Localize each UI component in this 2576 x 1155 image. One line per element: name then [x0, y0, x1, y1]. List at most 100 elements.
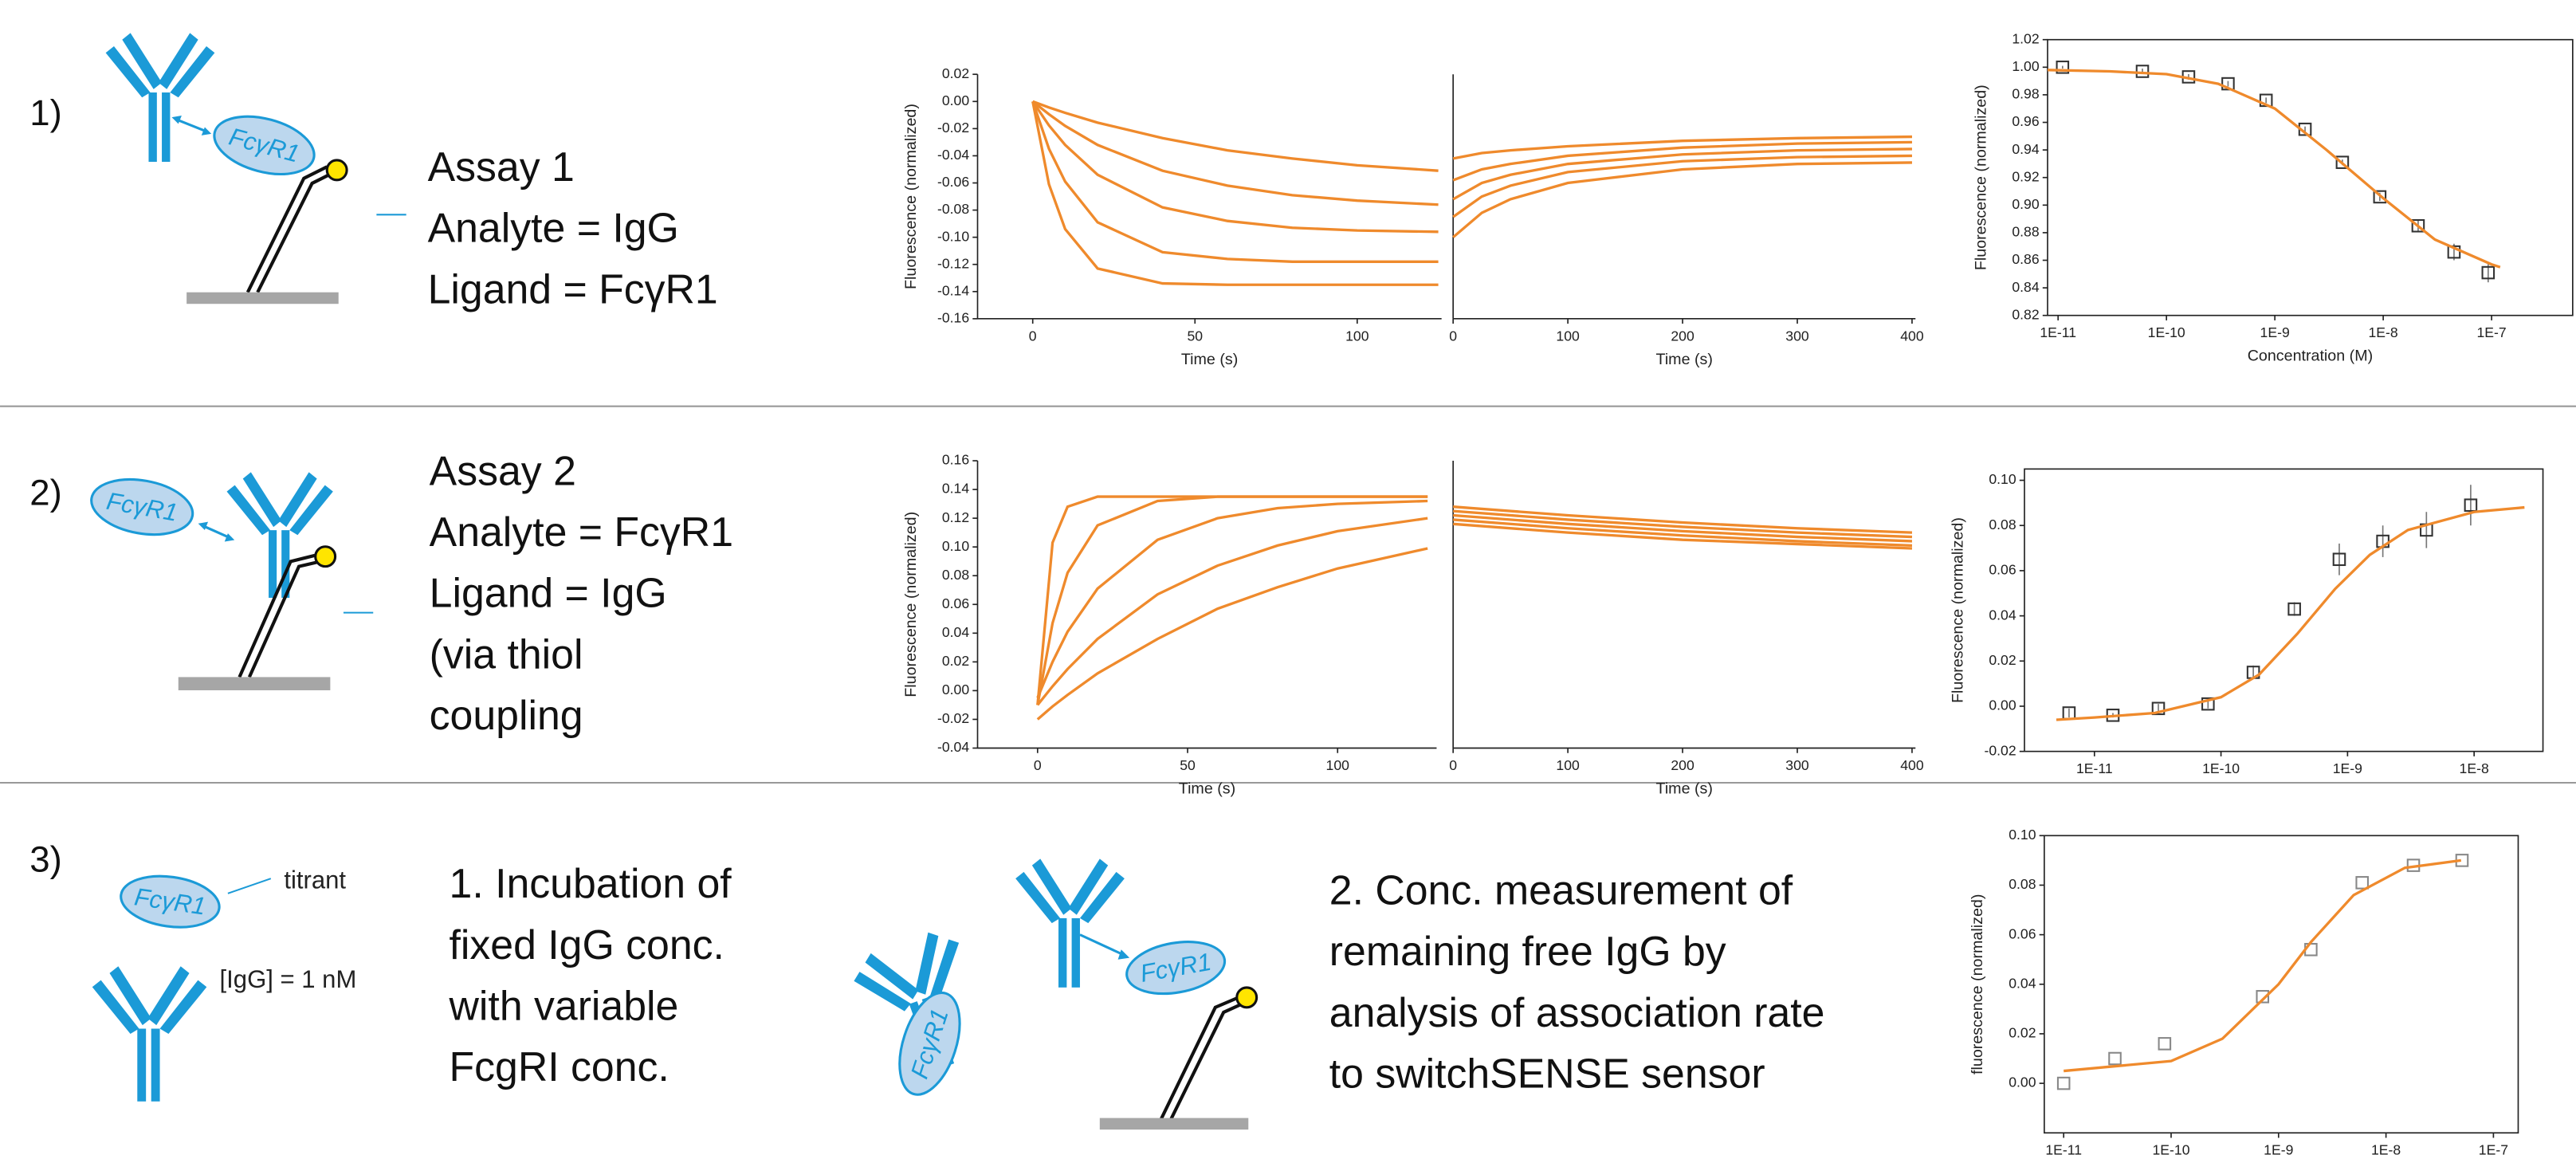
assay-text: Ligand = IgG [430, 570, 667, 616]
data-point [2108, 1051, 2122, 1066]
x-tick-label: 1E-8 [2369, 324, 2398, 340]
y-tick-label: 0.10 [2009, 827, 2036, 843]
x-tick-label: 1E-10 [2153, 1142, 2190, 1155]
fit-curve [1452, 140, 1912, 182]
fit-curve [1036, 517, 1428, 706]
sensor-surface [1099, 1118, 1249, 1130]
x-tick-label: 100 [1556, 328, 1580, 344]
arrow-head [224, 533, 235, 542]
y-tick-label: 1.00 [2012, 58, 2039, 74]
y-tick-label: 0.96 [2012, 113, 2039, 129]
step-text: to switchSENSE sensor [1329, 1050, 1765, 1096]
sensor-surface [187, 292, 339, 304]
row-number: 1) [29, 92, 62, 133]
dna-lever [1159, 996, 1239, 1121]
y-tick-label: 0.10 [942, 538, 969, 554]
fit-curve [1031, 100, 1439, 206]
x-tick-label: 1E-8 [2460, 760, 2489, 776]
x-tick-label: 300 [1785, 757, 1809, 773]
fit-curve [2056, 505, 2525, 721]
antibody-icon [226, 472, 333, 598]
assay-text: Assay 1 [428, 143, 575, 190]
fit-curve [1452, 135, 1912, 160]
y-tick-label: 0.86 [2012, 251, 2039, 267]
y-tick-label: -0.08 [937, 201, 969, 217]
y-tick-label: 0.02 [942, 653, 969, 669]
x-tick-label: 1E-11 [2045, 1142, 2082, 1155]
x-tick-label: 400 [1900, 757, 1924, 773]
data-point [2411, 218, 2425, 233]
binding-arrow [1079, 933, 1124, 956]
x-tick-label: 300 [1785, 328, 1809, 344]
y-tick-label: 0.06 [942, 595, 969, 611]
x-tick-label: 200 [1671, 328, 1694, 344]
receptor-ellipse [1125, 941, 1227, 996]
step-text: analysis of association rate [1329, 989, 1825, 1035]
y-tick-label: -0.02 [937, 710, 969, 726]
step-text: fixed IgG conc. [450, 921, 724, 968]
plot-frame [2024, 468, 2544, 752]
y-tick-label: -0.10 [937, 228, 969, 244]
y-tick-label: -0.12 [937, 255, 969, 271]
dna-lever [238, 553, 318, 678]
x-tick-label: 1E-10 [2148, 324, 2185, 340]
data-point [2221, 77, 2235, 91]
y-tick-label: 0.94 [2012, 141, 2039, 157]
x-axis-label: Time (s) [1179, 780, 1235, 798]
fit-curve [1453, 522, 1913, 550]
fit-curve [1452, 154, 1912, 218]
fit-curve [1452, 161, 1912, 238]
receptor-ellipse [213, 115, 316, 175]
assay-text: Analyte = IgG [428, 205, 679, 251]
row-number: 3) [29, 839, 62, 879]
arrow-head [201, 127, 212, 136]
y-axis-label: Fluorescence (normalized) [902, 104, 920, 289]
x-axis-label: Time (s) [1656, 351, 1713, 368]
fit-curve [1453, 518, 1913, 548]
arrow-head [171, 116, 182, 124]
assay-text: Ligand = FcγR1 [428, 265, 718, 312]
step-text: 2. Conc. measurement of [1329, 867, 1793, 913]
dye [1235, 986, 1259, 1009]
y-tick-label: 0.04 [2009, 975, 2036, 991]
x-tick-label: 50 [1187, 328, 1203, 344]
data-point [2481, 265, 2496, 280]
y-tick-label: 0.98 [2012, 86, 2039, 102]
fit-curve [1032, 100, 1439, 172]
receptor-ellipse [120, 874, 221, 929]
step-text: FcgRI conc. [450, 1043, 670, 1090]
y-tick-label: 0.02 [942, 65, 969, 81]
y-tick-label: 0.10 [1989, 471, 2016, 487]
x-tick-label: 1E-7 [2477, 324, 2507, 340]
binding-arrow [175, 117, 209, 134]
fit-curve [1453, 505, 1913, 534]
binding-arrow [201, 524, 232, 540]
fit-curve [1453, 509, 1913, 539]
y-tick-label: 0.02 [1989, 652, 2016, 668]
y-axis-label: Fluorescence (normalized) [902, 512, 920, 697]
fit-curve [1031, 100, 1439, 286]
step-text: 1. Incubation of [450, 860, 732, 906]
data-point [2335, 155, 2350, 169]
x-tick-label: 1E-8 [2371, 1142, 2401, 1155]
y-tick-label: 0.06 [1989, 562, 2016, 578]
y-tick-label: 0.08 [942, 567, 969, 583]
data-point [2355, 876, 2369, 890]
fit-curve [1036, 499, 1428, 699]
assay-text: Assay 2 [430, 447, 576, 493]
x-tick-label: 1E-9 [2264, 1142, 2293, 1155]
x-tick-label: 0 [1029, 328, 1037, 344]
y-tick-label: 0.08 [1989, 517, 2016, 532]
step-text: with variable [449, 983, 679, 1029]
x-tick-label: 1E-9 [2333, 760, 2362, 776]
fit-curve [2064, 858, 2462, 1073]
y-tick-label: -0.04 [937, 147, 969, 163]
data-point [2201, 697, 2215, 711]
data-point [2151, 701, 2166, 716]
y-tick-label: 0.84 [2012, 279, 2039, 295]
y-tick-label: 0.04 [942, 624, 969, 640]
plot-frame [2044, 835, 2519, 1134]
data-point [2158, 1037, 2172, 1051]
y-tick-label: -0.04 [937, 739, 969, 755]
x-tick-label: 200 [1671, 757, 1694, 773]
